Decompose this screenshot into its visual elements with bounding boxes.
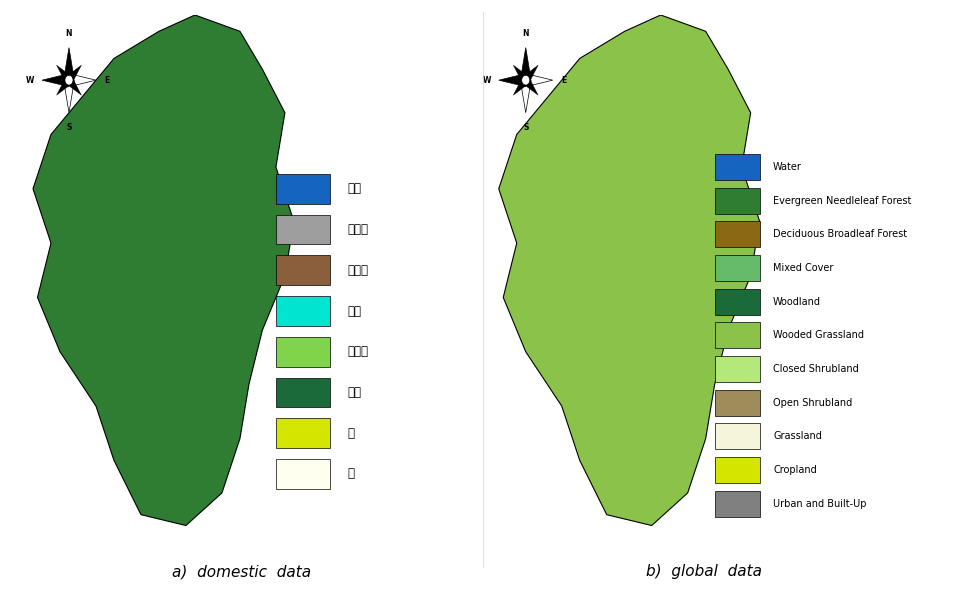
Text: N: N [66,29,72,38]
Text: Closed Shrubland: Closed Shrubland [773,364,859,374]
Text: 산지: 산지 [348,386,362,399]
Polygon shape [64,48,74,80]
Polygon shape [64,80,74,113]
FancyBboxPatch shape [715,187,759,214]
Polygon shape [513,77,529,95]
Text: 목초지: 목초지 [348,345,369,358]
Polygon shape [513,65,529,84]
Polygon shape [57,77,71,95]
FancyBboxPatch shape [276,418,330,448]
FancyBboxPatch shape [276,214,330,244]
Polygon shape [42,73,69,87]
FancyBboxPatch shape [715,491,759,517]
Text: 밝: 밝 [348,467,355,481]
Text: 습지: 습지 [348,304,362,318]
Text: Water: Water [773,162,802,172]
Circle shape [522,75,530,85]
Polygon shape [523,77,538,95]
Text: Cropland: Cropland [773,465,817,475]
Text: Woodland: Woodland [773,297,821,307]
Text: b)  global  data: b) global data [647,564,762,579]
Text: a)  domestic  data: a) domestic data [172,564,311,579]
Text: Urban and Built-Up: Urban and Built-Up [773,499,867,509]
Polygon shape [67,65,81,84]
Polygon shape [520,48,531,80]
Polygon shape [499,15,759,525]
Polygon shape [57,65,71,84]
Text: 나대지: 나대지 [348,264,369,277]
FancyBboxPatch shape [715,457,759,483]
FancyBboxPatch shape [276,459,330,489]
Polygon shape [69,73,96,87]
Polygon shape [520,80,531,113]
FancyBboxPatch shape [276,377,330,407]
FancyBboxPatch shape [715,390,759,416]
FancyBboxPatch shape [276,337,330,367]
FancyBboxPatch shape [715,423,759,450]
Polygon shape [526,73,553,87]
Text: 논: 논 [348,427,355,440]
Text: 도심지: 도심지 [348,223,369,236]
Text: Open Shrubland: Open Shrubland [773,398,852,408]
Polygon shape [499,73,526,87]
Circle shape [65,75,73,85]
Text: 수역: 수역 [348,182,362,195]
Text: E: E [561,76,566,85]
Text: Deciduous Broadleaf Forest: Deciduous Broadleaf Forest [773,229,907,239]
Text: Wooded Grassland: Wooded Grassland [773,331,864,340]
Text: W: W [25,76,34,85]
FancyBboxPatch shape [715,255,759,281]
Text: Mixed Cover: Mixed Cover [773,263,834,273]
FancyBboxPatch shape [715,154,759,180]
Polygon shape [33,15,294,525]
FancyBboxPatch shape [276,296,330,326]
Text: N: N [522,29,529,38]
FancyBboxPatch shape [276,256,330,285]
FancyBboxPatch shape [276,174,330,204]
Text: S: S [67,122,71,131]
FancyBboxPatch shape [715,289,759,315]
Text: S: S [523,122,529,131]
Text: E: E [104,76,109,85]
FancyBboxPatch shape [715,356,759,382]
Polygon shape [67,77,81,95]
FancyBboxPatch shape [715,322,759,349]
Polygon shape [523,65,538,84]
Text: W: W [482,76,490,85]
Text: Grassland: Grassland [773,432,822,441]
FancyBboxPatch shape [715,221,759,247]
Text: Evergreen Needleleaf Forest: Evergreen Needleleaf Forest [773,196,912,206]
